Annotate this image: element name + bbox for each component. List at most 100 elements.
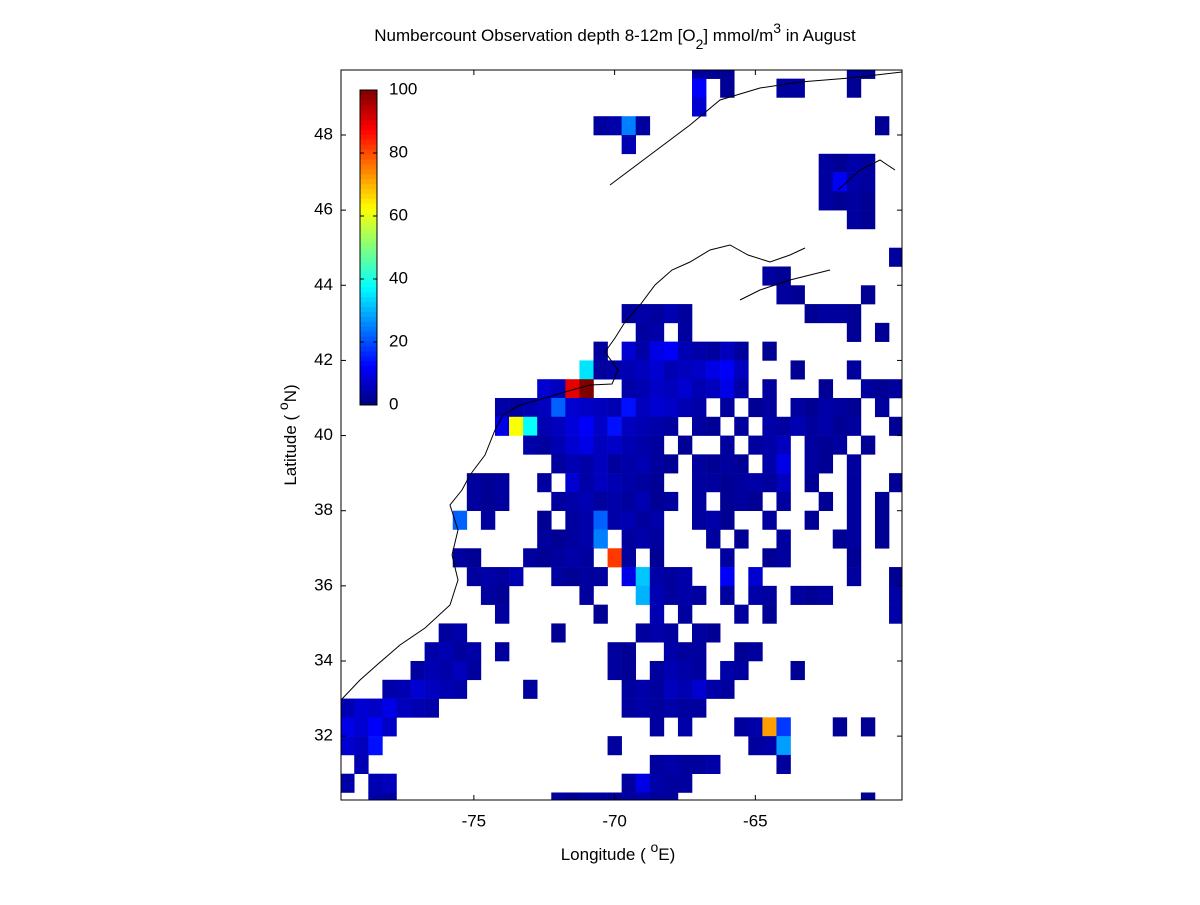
heatmap-cell <box>706 360 721 380</box>
heatmap-cell <box>776 491 791 512</box>
heatmap-cell <box>663 773 679 793</box>
colorbar-swatch <box>360 203 377 209</box>
colorbar-swatch <box>360 400 377 406</box>
heatmap-cell <box>621 435 637 455</box>
heatmap-cell <box>692 341 707 361</box>
heatmap-cell <box>818 454 834 474</box>
colorbar-swatch <box>360 129 377 135</box>
heatmap-cell <box>663 698 679 718</box>
heatmap-cell <box>677 754 693 775</box>
heatmap-cell <box>509 416 524 436</box>
heatmap-cell <box>692 623 707 643</box>
colorbar-swatch <box>360 321 377 327</box>
heatmap-cell <box>565 454 580 474</box>
y-tick-label: 38 <box>314 500 333 519</box>
y-tick-label: 40 <box>314 425 333 444</box>
heatmap-cell <box>776 529 791 549</box>
colorbar-swatch <box>360 232 377 239</box>
heatmap-cell <box>607 397 622 418</box>
heatmap-cell <box>846 78 862 98</box>
heatmap-cell <box>593 397 608 418</box>
heatmap-cell <box>677 360 693 380</box>
colorbar-swatch <box>360 114 377 121</box>
heatmap-cell <box>846 322 862 342</box>
heatmap-cell <box>579 585 594 605</box>
colorbar-swatch <box>360 222 377 229</box>
heatmap-cell <box>790 397 805 418</box>
heatmap-cell <box>635 454 651 474</box>
heatmap-cell <box>748 717 763 737</box>
heatmap-cell <box>663 660 679 681</box>
heatmap-cell <box>692 679 707 699</box>
heatmap-cell <box>692 70 707 79</box>
heatmap-cell <box>523 679 538 699</box>
heatmap-cell <box>565 529 580 549</box>
colorbar-swatch <box>360 124 377 130</box>
heatmap-cell <box>537 379 552 399</box>
colorbar-swatch <box>360 247 377 253</box>
heatmap-cell <box>804 473 819 493</box>
heatmap-cell <box>846 153 862 173</box>
heatmap-cell <box>466 567 482 587</box>
colorbar-swatch <box>360 153 377 160</box>
heatmap-cell <box>776 473 791 493</box>
heatmap-cell <box>748 736 763 756</box>
heatmap-cell <box>607 736 622 756</box>
label-part: N) <box>281 384 300 402</box>
colorbar-swatch <box>360 252 377 258</box>
colorbar-swatch <box>360 149 377 155</box>
colorbar-swatch <box>360 316 377 322</box>
colorbar-swatch <box>360 173 377 180</box>
colorbar-swatch <box>360 291 377 298</box>
heatmap-cell <box>579 473 594 493</box>
colorbar-swatch <box>360 301 377 308</box>
heatmap-cell <box>635 773 651 793</box>
heatmap-cell <box>889 379 902 399</box>
heatmap-cell <box>874 529 890 549</box>
heatmap-cell <box>706 454 721 474</box>
heatmap-cell <box>537 529 552 549</box>
heatmap-cell <box>860 172 876 192</box>
heatmap-cell <box>860 70 876 79</box>
heatmap-cell <box>649 679 665 699</box>
heatmap-cell <box>692 754 707 775</box>
colorbar-swatch <box>360 336 377 342</box>
heatmap-cell <box>832 717 848 737</box>
heatmap-cell <box>677 698 693 718</box>
heatmap-cell <box>635 304 651 324</box>
heatmap-cell <box>438 679 454 699</box>
heatmap-cell <box>551 623 566 643</box>
heatmap-cell <box>846 304 862 324</box>
heatmap-cell <box>494 473 510 493</box>
heatmap-cell <box>734 416 749 436</box>
heatmap-cell <box>692 510 707 530</box>
heatmap-cell <box>537 473 552 493</box>
heatmap-cell <box>635 679 651 699</box>
heatmap-cell <box>846 191 862 211</box>
heatmap-cell <box>551 435 566 455</box>
heatmap-cell <box>720 473 735 493</box>
colorbar-swatch <box>360 262 377 268</box>
label-part: ] mmol/m <box>703 26 773 45</box>
heatmap-cell <box>621 379 637 399</box>
heatmap-cell <box>790 360 805 380</box>
label-part: Latitude ( <box>281 410 300 486</box>
heatmap-cell <box>579 529 594 549</box>
heatmap-cell <box>692 642 707 662</box>
heatmap-cell <box>762 341 777 361</box>
y-tick-label: 34 <box>314 650 333 669</box>
colorbar-swatch <box>360 375 377 381</box>
heatmap-cell <box>565 567 580 587</box>
colorbar-swatch <box>360 227 377 234</box>
heatmap-cell <box>860 379 876 399</box>
colorbar-swatch <box>360 341 377 347</box>
heatmap-cell <box>860 285 876 305</box>
heatmap-cell <box>649 473 665 493</box>
heatmap-cell <box>677 397 693 418</box>
heatmap-cell <box>551 416 566 436</box>
colorbar-swatch <box>360 311 377 317</box>
heatmap-cell <box>846 529 862 549</box>
heatmap-cell <box>663 679 679 699</box>
heatmap-cell <box>846 397 862 418</box>
heatmap-cell <box>692 491 707 512</box>
